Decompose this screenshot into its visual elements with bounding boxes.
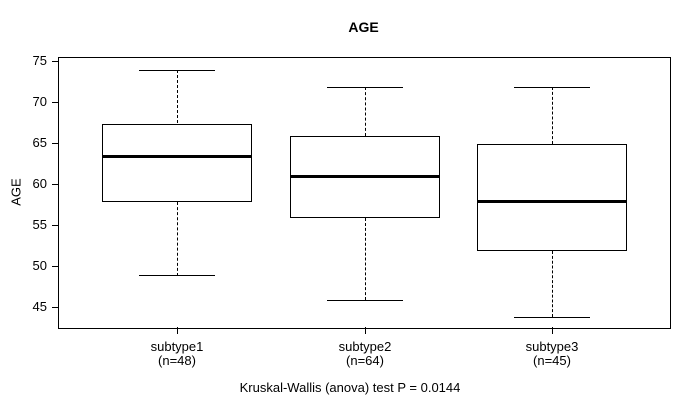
y-tick-mark [52,143,58,144]
box-subtype1 [102,124,252,202]
y-tick-label: 50 [32,258,47,273]
x-tick-sublabel-subtype1: (n=48) [158,353,196,368]
x-tick-label-subtype3: subtype3 [525,339,579,354]
y-tick-mark [52,102,58,103]
y-tick-label: 65 [32,135,47,150]
upper-whisker-subtype1 [177,70,178,123]
max-cap-subtype2 [327,87,403,88]
y-tick-mark [52,266,58,267]
upper-whisker-subtype3 [552,87,553,144]
lower-whisker-subtype2 [365,218,366,300]
median-line-subtype1 [102,155,252,158]
y-tick-mark [52,61,58,62]
x-tick-mark-subtype3 [552,327,553,334]
min-cap-subtype2 [327,300,403,301]
y-tick-label: 75 [32,53,47,68]
stat-test-caption: Kruskal-Wallis (anova) test P = 0.0144 [239,380,461,395]
y-tick-mark [52,225,58,226]
y-tick-mark [52,184,58,185]
median-line-subtype3 [477,200,627,203]
upper-whisker-subtype2 [365,87,366,136]
lower-whisker-subtype3 [552,251,553,317]
median-line-subtype2 [290,175,440,178]
x-tick-label-subtype2: subtype2 [338,339,392,354]
box-subtype3 [477,144,627,251]
x-tick-mark-subtype1 [177,327,178,334]
y-tick-mark [52,307,58,308]
y-tick-label: 70 [32,94,47,109]
y-tick-label: 60 [32,176,47,191]
chart-title: AGE [348,19,379,35]
x-tick-label-subtype1: subtype1 [150,339,204,354]
plot-area: 45 50 55 60 65 70 75 subtype1 (n=48) subtype2 (n=6… [33,53,671,368]
x-tick-mark-subtype2 [365,327,366,334]
min-cap-subtype1 [139,275,215,276]
lower-whisker-subtype1 [177,202,178,276]
x-tick-sublabel-subtype3: (n=45) [533,353,571,368]
y-tick-label: 55 [32,217,47,232]
x-tick-sublabel-subtype2: (n=64) [346,353,384,368]
y-tick-label: 45 [32,299,47,314]
max-cap-subtype1 [139,70,215,71]
min-cap-subtype3 [514,317,590,318]
max-cap-subtype3 [514,87,590,88]
